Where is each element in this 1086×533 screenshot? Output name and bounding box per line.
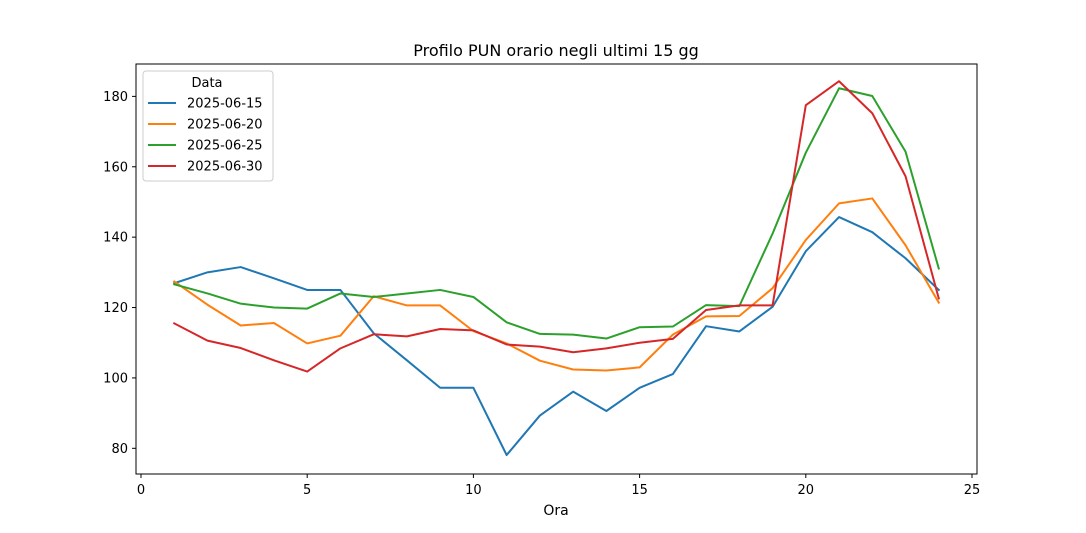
series-line-2025-06-30 — [172, 80, 940, 373]
y-tick-label: 160 — [103, 160, 128, 175]
x-tick-label: 5 — [303, 483, 311, 498]
x-tick-label: 25 — [964, 483, 981, 498]
x-axis: 0 5 10 15 20 25 — [137, 474, 980, 498]
x-tick-label: 0 — [137, 483, 145, 498]
chart-title: Profilo PUN orario negli ultimi 15 gg — [413, 41, 699, 60]
legend-label: 2025-06-20 — [187, 118, 263, 133]
series-line-2025-06-20 — [172, 197, 941, 372]
x-axis-label: Ora — [543, 503, 568, 519]
legend-label: 2025-06-15 — [187, 97, 263, 112]
y-tick-label: 120 — [103, 301, 128, 316]
series-lines — [172, 80, 941, 456]
y-tick-label: 140 — [103, 231, 128, 246]
legend: Data 2025-06-15 2025-06-20 2025-06-25 2025-0… — [142, 70, 274, 182]
y-tick-label: 100 — [103, 371, 128, 386]
series-line-2025-06-25 — [173, 87, 941, 340]
y-axis: 80 100 120 140 160 180 — [103, 90, 136, 457]
legend-title: Data — [191, 76, 222, 91]
plot-area — [135, 63, 978, 475]
legend-label: 2025-06-25 — [187, 139, 263, 154]
x-tick-label: 10 — [465, 483, 482, 498]
y-tick-label: 180 — [103, 90, 128, 105]
legend-box — [142, 70, 274, 182]
legend-label: 2025-06-30 — [187, 160, 263, 175]
x-tick-label: 20 — [798, 483, 815, 498]
series-line-2025-06-15 — [172, 216, 941, 456]
x-tick-label: 15 — [631, 483, 648, 498]
y-tick-label: 80 — [111, 442, 128, 457]
